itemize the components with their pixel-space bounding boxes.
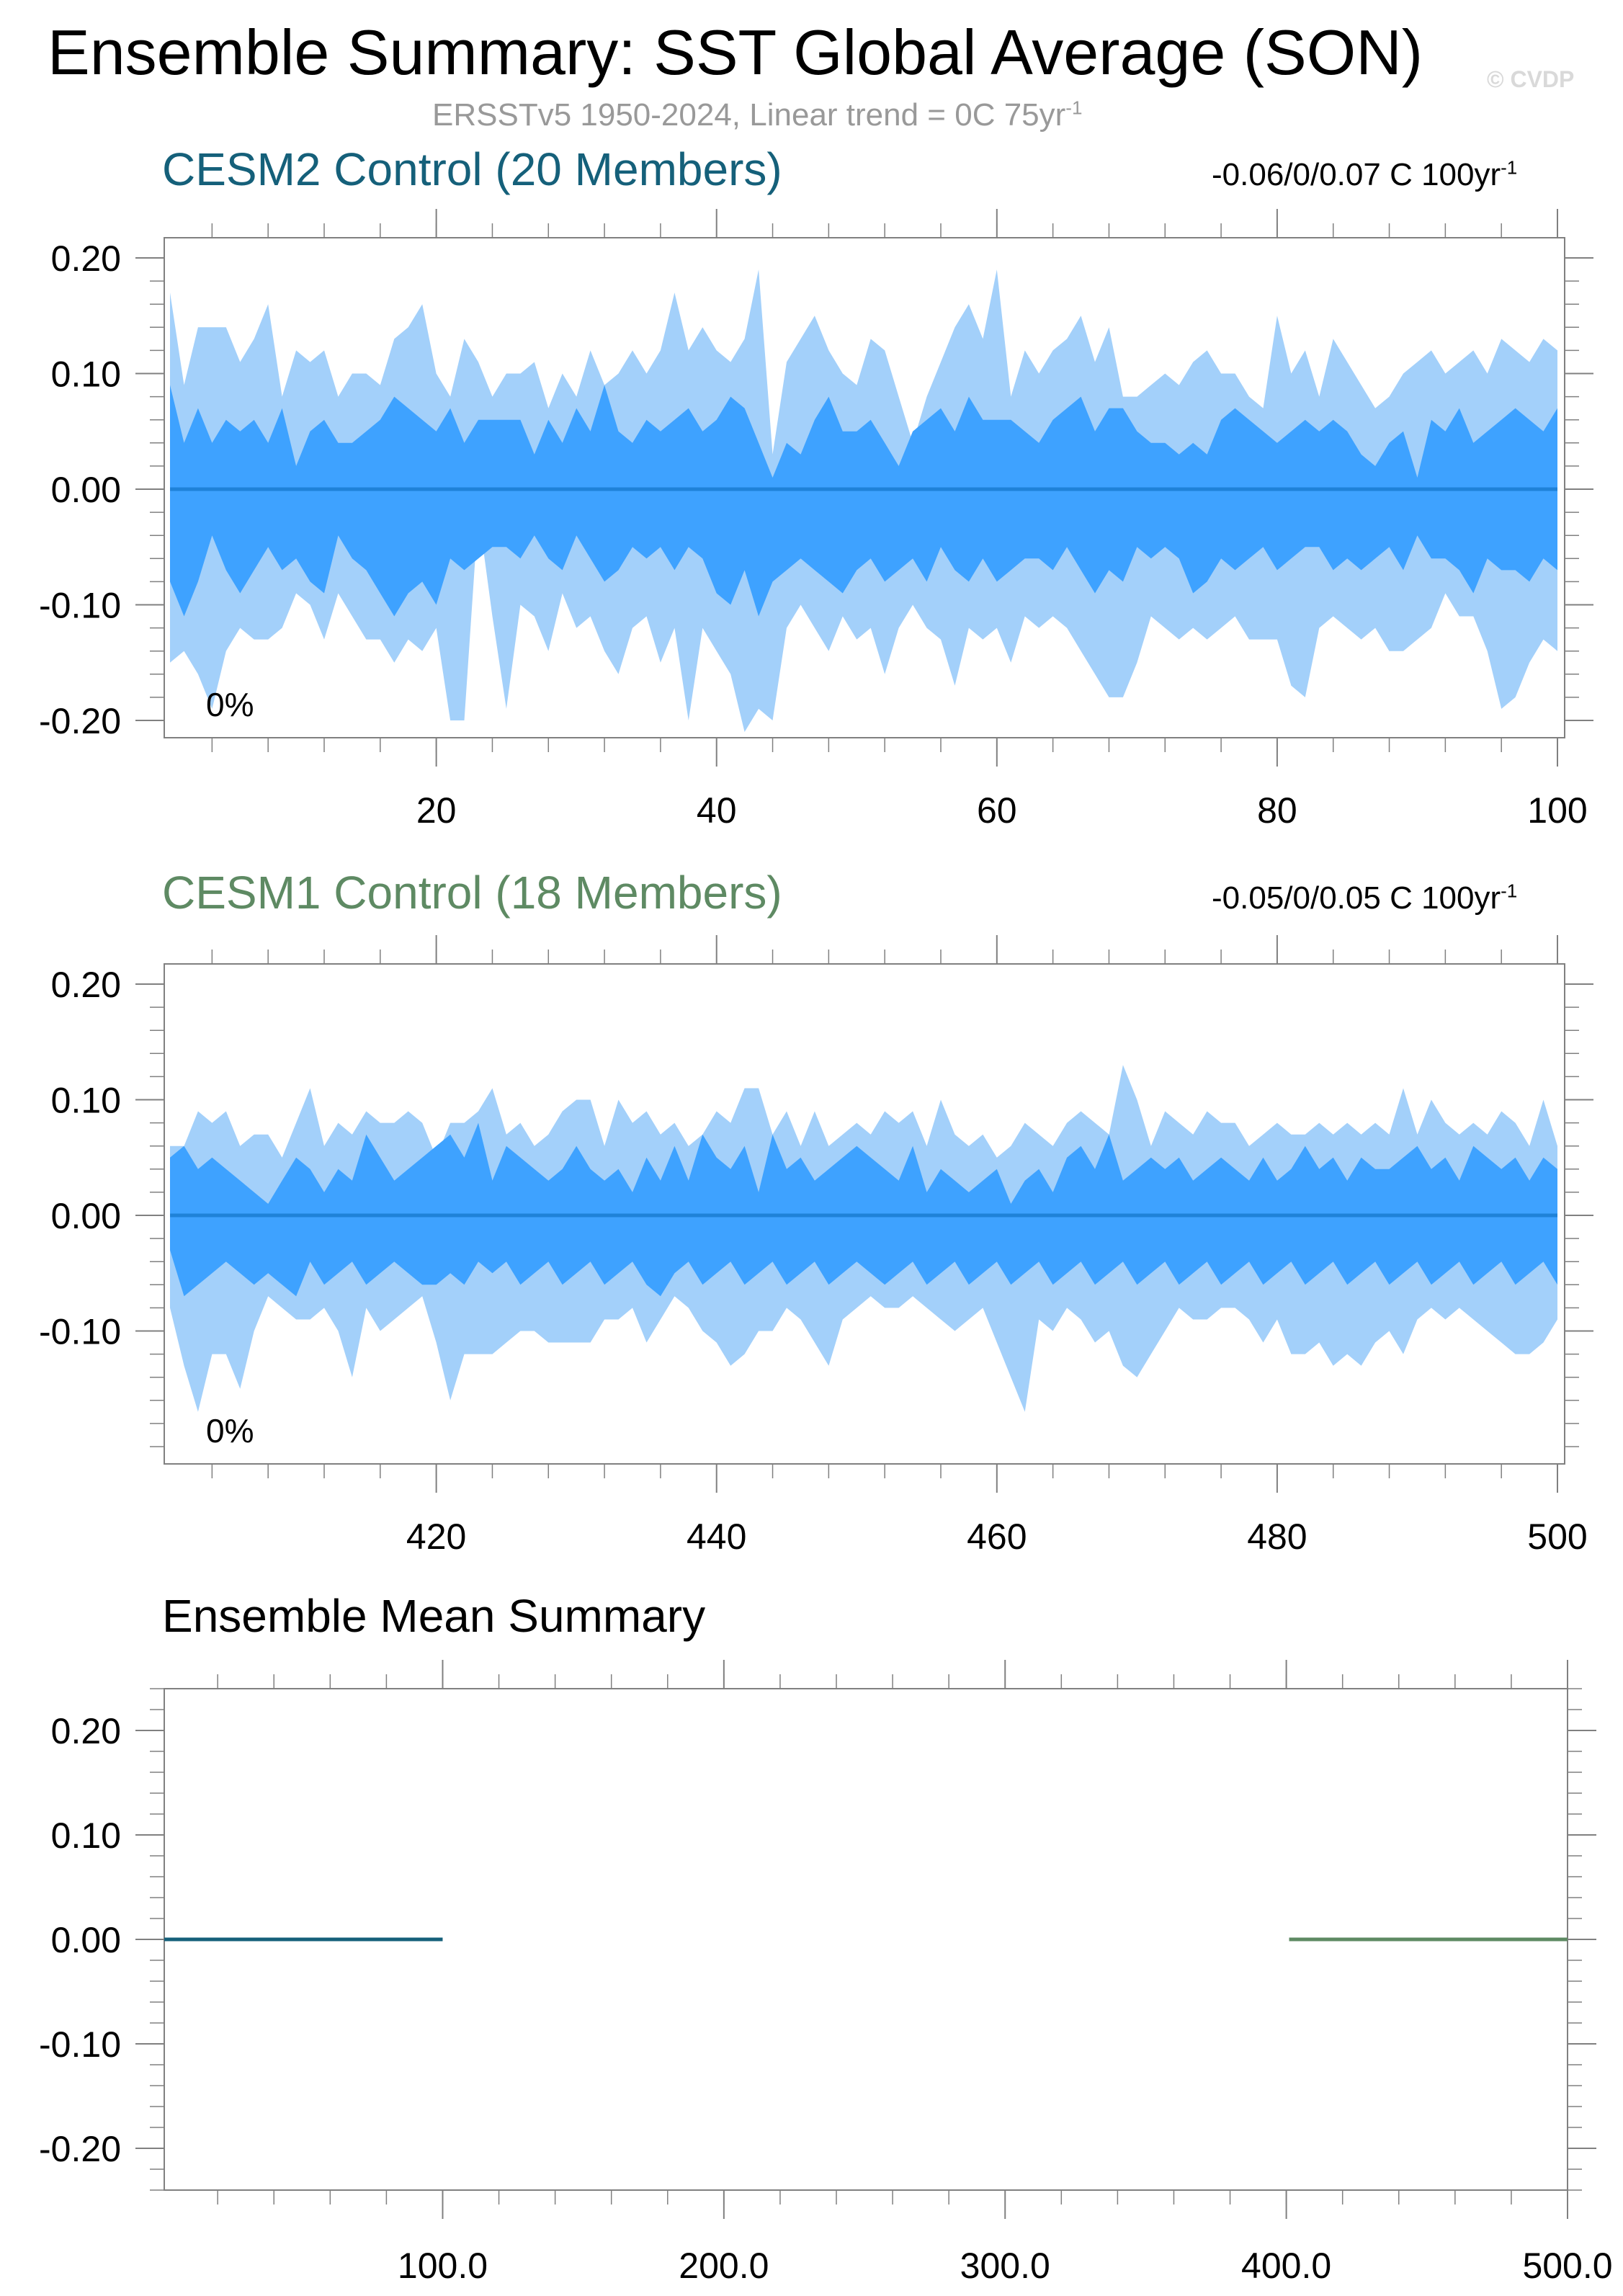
panel2-ytick-label: -0.10 xyxy=(39,1312,121,1352)
panel1-ytick-label: -0.10 xyxy=(39,586,121,626)
panel3-xtick-label: 500.0 xyxy=(1522,2246,1612,2286)
panel3-ytick-label: 0.20 xyxy=(51,1711,121,1751)
panel3-xtick-label: 300.0 xyxy=(960,2246,1050,2286)
panel1-xtick-label: 20 xyxy=(416,790,457,831)
panel2-title: CESM1 Control (18 Members) xyxy=(162,867,782,919)
subtitle: ERSSTv5 1950-2024, Linear trend = 0C 75y… xyxy=(432,97,1083,133)
panel3-xtick-label: 200.0 xyxy=(679,2246,769,2286)
main-title: Ensemble Summary: SST Global Average (SO… xyxy=(48,17,1423,88)
panel1-title: CESM2 Control (20 Members) xyxy=(162,143,782,195)
panel1-trend: -0.06/0/0.07 C 100yr-1 xyxy=(1212,156,1518,192)
panel2-ytick-label: 0.10 xyxy=(51,1081,121,1121)
panel1-ytick-label: -0.20 xyxy=(39,701,121,741)
panel1-xtick-label: 80 xyxy=(1257,790,1297,831)
panel2-ytick-label: 0.00 xyxy=(51,1196,121,1236)
panel2-ytick-label: 0.20 xyxy=(51,965,121,1005)
panel3-xtick-label: 400.0 xyxy=(1241,2246,1331,2286)
panel2-xtick-label: 500 xyxy=(1527,1516,1587,1557)
panel1-xtick-label: 100 xyxy=(1527,790,1587,831)
panel1-inner-band xyxy=(170,385,1557,617)
panel2-xtick-label: 480 xyxy=(1247,1516,1307,1557)
panel3-ytick-label: 0.10 xyxy=(51,1815,121,1856)
panel1-ytick-label: 0.20 xyxy=(51,238,121,279)
panel1-ytick-label: 0.10 xyxy=(51,354,121,395)
panel2-xtick-label: 460 xyxy=(967,1516,1027,1557)
panel1-ytick-label: 0.00 xyxy=(51,470,121,510)
panel2-trend: -0.05/0/0.05 C 100yr-1 xyxy=(1212,880,1518,916)
panel3-title: Ensemble Mean Summary xyxy=(162,1590,706,1642)
panel1-xtick-label: 60 xyxy=(977,790,1017,831)
panel1-plot-frame xyxy=(164,237,1565,738)
panel3-ytick-label: -0.20 xyxy=(39,2129,121,2169)
panel3-ytick-label: 0.00 xyxy=(51,1920,121,1960)
panel2-xtick-label: 440 xyxy=(687,1516,746,1557)
panel2-xtick-label: 420 xyxy=(406,1516,466,1557)
panel1-xtick-label: 40 xyxy=(697,790,737,831)
panel2-percent-label: 0% xyxy=(206,1412,254,1449)
watermark: © CVDP xyxy=(1487,66,1575,92)
panel2-plot-frame xyxy=(164,963,1565,1465)
panel3-xtick-label: 100.0 xyxy=(398,2246,488,2286)
panel2-inner-band xyxy=(170,1122,1557,1297)
panel1-percent-label: 0% xyxy=(206,686,254,723)
panel3-ytick-label: -0.10 xyxy=(39,2024,121,2065)
